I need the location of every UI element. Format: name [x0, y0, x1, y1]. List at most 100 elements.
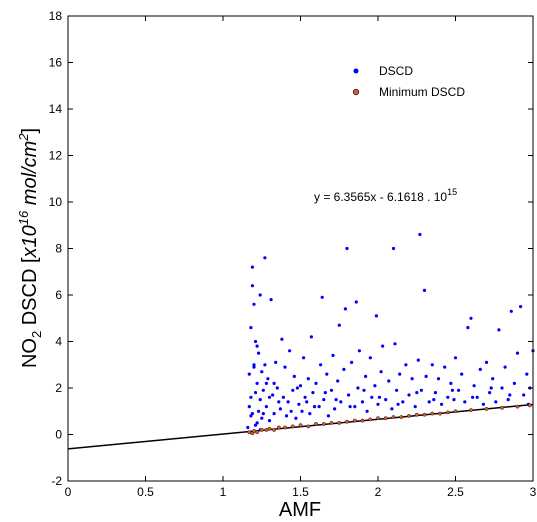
minimum-dscd-point [368, 417, 373, 422]
dscd-point [326, 414, 330, 418]
dscd-point [466, 326, 470, 330]
y-tick-label: 18 [49, 9, 63, 23]
dscd-point [284, 414, 289, 418]
dscd-point [391, 246, 396, 251]
minimum-dscd-point [376, 416, 380, 421]
dscd-point [303, 395, 307, 399]
dscd-point [266, 377, 270, 381]
dscd-point [247, 372, 251, 376]
dscd-point [283, 365, 287, 369]
dscd-point [350, 360, 354, 364]
minimum-dscd-point [255, 430, 260, 435]
dscd-point [297, 402, 301, 406]
dscd-point [436, 377, 441, 381]
dscd-point [519, 305, 523, 309]
dscd-point [334, 398, 338, 402]
dscd-point [291, 388, 295, 392]
dscd-point [396, 402, 400, 406]
minimum-dscd-point [528, 403, 532, 408]
minimum-dscd-point [306, 424, 311, 429]
x-ticks: 0 0.5 1 1.5 2 2.5 3 [65, 16, 537, 499]
minimum-dscd-point [259, 427, 264, 432]
dscd-point [368, 356, 372, 360]
minimum-dscd-point [445, 410, 450, 415]
dscd-point [281, 395, 285, 399]
minimum-dscd-point [314, 422, 318, 426]
dscd-point [491, 377, 495, 381]
minimum-dscd-point [438, 411, 442, 416]
y-tick-label: 4 [55, 335, 62, 349]
points-layer [246, 232, 535, 436]
y-axis-title-sup1: 16 [16, 210, 31, 225]
dscd-point [260, 370, 264, 374]
dscd-point [319, 363, 323, 367]
dscd-point [373, 384, 377, 388]
dscd-point [247, 405, 251, 409]
dscd-point [342, 367, 346, 371]
minimum-dscd-point [345, 419, 349, 424]
dscd-point [525, 372, 529, 376]
dscd-point [272, 412, 276, 416]
dscd-point [356, 386, 360, 390]
dscd-point [255, 421, 259, 425]
legend-marker-minimum-dscd [352, 88, 360, 96]
dscd-point [305, 400, 309, 404]
dscd-point [323, 391, 327, 395]
dscd-point [253, 339, 258, 344]
dscd-point [460, 372, 464, 376]
dscd-point [463, 400, 467, 404]
minimum-dscd-point [399, 415, 404, 419]
fit-equation-exponent: 15 [447, 187, 457, 197]
minimum-dscd-point [321, 422, 326, 426]
dscd-point [272, 381, 276, 385]
x-tick-label: 2 [375, 485, 382, 499]
minimum-dscd-point [276, 425, 281, 430]
minimum-dscd-point [252, 429, 256, 433]
dscd-point [453, 356, 458, 360]
dscd-point [387, 379, 391, 383]
minimum-dscd-point [337, 420, 342, 425]
dscd-point [374, 314, 378, 318]
dscd-point [512, 381, 517, 385]
minimum-dscd-point [360, 418, 365, 423]
y-tick-label: -2 [51, 474, 62, 488]
dscd-point [292, 374, 296, 378]
dscd-point [489, 386, 493, 390]
dscd-point [452, 398, 456, 402]
legend-label-minimum-dscd: Minimum DSCD [379, 85, 465, 99]
dscd-point [337, 323, 341, 327]
dscd-point [277, 400, 281, 404]
y-tick-label: 6 [55, 288, 62, 302]
y-tick-label: 14 [49, 102, 63, 116]
minimum-dscd-point [264, 427, 269, 432]
dscd-point [331, 353, 335, 357]
dscd-point [377, 395, 382, 399]
dscd-point [494, 400, 498, 404]
minimum-dscd-point [267, 426, 272, 431]
dscd-point [325, 372, 329, 376]
minimum-dscd-point [453, 409, 458, 414]
dscd-point [298, 384, 303, 388]
dscd-point [500, 386, 504, 390]
dscd-point [252, 365, 256, 369]
y-tick-label: 10 [49, 195, 63, 209]
dscd-point [274, 360, 278, 364]
dscd-point [289, 409, 293, 413]
dscd-point [398, 372, 402, 376]
dscd-point [422, 288, 427, 292]
dscd-point [286, 400, 290, 404]
dscd-point [320, 295, 324, 299]
dscd-point [249, 395, 253, 399]
dscd-point [263, 363, 267, 367]
dscd-point [252, 363, 256, 367]
dscd-point [390, 407, 394, 411]
dscd-point [407, 393, 411, 397]
dscd-point [264, 405, 268, 409]
dscd-point [433, 391, 437, 395]
dscd-point [381, 344, 385, 348]
dscd-point [295, 386, 299, 390]
y-tick-label: 16 [49, 56, 63, 70]
dscd-point [475, 395, 479, 399]
minimum-dscd-point [298, 423, 303, 428]
minimum-dscd-point [290, 424, 295, 429]
